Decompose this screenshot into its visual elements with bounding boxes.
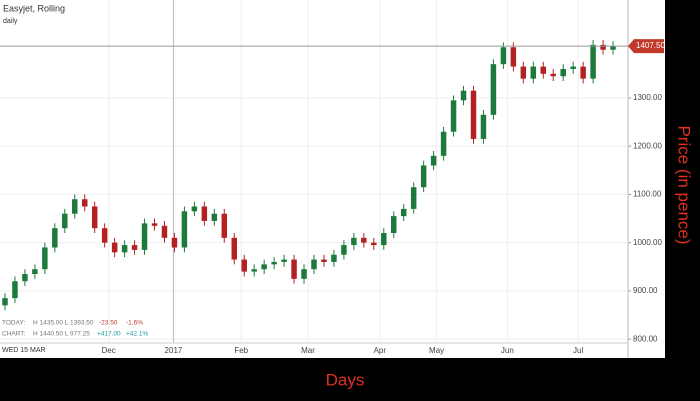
candle-body [301,269,307,279]
candle-body [211,213,218,221]
candle-body [311,259,317,270]
candle-body [291,259,297,279]
candle-body [171,237,178,248]
candle-body [460,90,467,101]
x-tick-label: Jul [573,346,583,355]
candle-body [111,242,118,253]
candle-body [450,100,457,132]
candle-body [420,165,427,188]
y-tick-label: 800.00 [633,334,658,343]
candle-body [560,68,566,77]
candle-body [32,269,38,275]
x-tick-label: Mar [301,346,315,355]
candle-body [131,245,138,250]
x-tick-label: May [429,346,444,355]
candle-body [12,281,18,299]
stat: H 1440.50 L 977.25 [33,331,90,338]
x-tick-label: Feb [234,346,248,355]
candle-body [22,274,28,282]
candle-body [490,64,497,115]
candle-body [600,44,606,50]
stat: CHART: [2,331,26,338]
cursor-date: WED 15 MAR [2,347,46,354]
candle-body [550,73,556,77]
y-tick-label: 1300.00 [633,93,662,102]
candle-body [42,247,48,270]
candle-body [331,254,337,262]
candle-body [191,206,198,212]
candle-body [141,223,148,250]
y-tick-label: 1200.00 [633,141,662,150]
candle-body [480,114,487,139]
stat: H 1435.00 L 1393.50 [33,320,94,327]
candle-body [580,66,586,79]
candle-body [2,298,8,306]
candle-body [251,269,257,272]
candle-body [181,211,188,248]
stat: -1.6% [126,320,143,327]
x-tick-label: 2017 [165,346,183,355]
candle-body [81,199,88,207]
candle-body [500,47,507,65]
candle-body [281,259,287,262]
candle-body [510,47,517,67]
candle-body [321,259,327,262]
candle-body [341,245,347,255]
candle-body [570,66,576,69]
x-tick-label: Dec [102,346,116,355]
y-tick-label: 1100.00 [633,190,662,199]
candle-body [52,228,58,248]
candle-body [201,206,208,221]
candle-body [381,233,387,246]
chart-subtitle: daily [3,18,18,25]
candle-body [371,242,377,246]
stat: TODAY: [2,320,25,327]
y-axis-title: Price (in pence) [675,125,694,244]
x-axis-title: Days [326,370,365,389]
x-tick-label: Jun [501,346,514,355]
plot-background [0,0,665,358]
candle-body [470,90,477,139]
chart-title: Easyjet, Rolling [3,3,65,13]
last-price-label: 1407.50 [636,41,665,50]
candle-body [430,155,437,166]
candle-body [261,264,267,270]
candle-body [361,237,367,243]
candle-body [91,206,98,229]
candle-body [241,259,247,272]
y-tick-label: 1000.00 [633,238,662,247]
candle-body [351,237,357,246]
candle-body [391,216,397,234]
candle-body [540,66,547,74]
candle-body [121,245,128,253]
candle-body [161,225,168,238]
candle-body [271,261,277,265]
x-tick-label: Apr [374,346,387,355]
candle-body [62,213,68,229]
candle-body [530,66,537,79]
candle-body [520,66,527,79]
last-price-marker [628,39,664,54]
candle-body [440,131,447,156]
candle-body [221,213,228,238]
y-tick-label: 900.00 [633,286,658,295]
candle-body [610,46,616,50]
candle-body [101,228,108,243]
candle-body [410,187,417,209]
candle-body [231,237,237,260]
candle-body [590,44,596,79]
candle-body [151,223,158,226]
candle-body [72,199,78,214]
stat: +42.1% [126,331,148,338]
candle-body [400,208,407,217]
